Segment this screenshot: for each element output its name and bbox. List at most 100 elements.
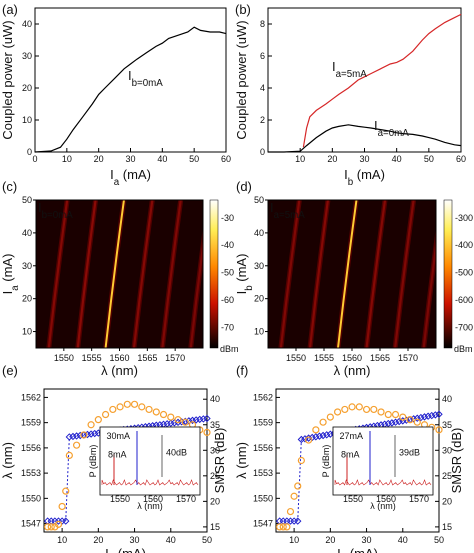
- panel-f-wavelength-jump: [297, 439, 302, 522]
- panel-f-smsr-point: [312, 426, 320, 434]
- panel-f-wavelength-point: [435, 410, 443, 418]
- panel-f-wavelength-point: [294, 517, 302, 525]
- panel-f-wavelength-point: [384, 419, 392, 428]
- panel-e-wavelength-point: [203, 414, 211, 423]
- panel-d-colorbar-tick: -600: [455, 295, 473, 305]
- panel-e-xtick-label: 20: [93, 535, 103, 545]
- panel-d-mode-line-5: [422, 237, 436, 348]
- panel-d-mode-line-4: [394, 200, 415, 348]
- panel-a-xtick-label: 50: [189, 154, 199, 164]
- panel-c-heatmap: 1550 1555 1560 1565 1570 10 20 30 40 50 Ib=0mA λ (n…: [0, 195, 239, 378]
- panel-b-xtick-label: 50: [424, 154, 434, 164]
- panel-f-smsr-point: [283, 523, 291, 531]
- panel-e-smsr-point: [58, 502, 66, 511]
- panel-f-wavelength-point: [275, 517, 284, 525]
- panel-b-series-line-1: [268, 124, 462, 153]
- panel-c-ytick-label: 10: [22, 327, 32, 337]
- panel-e-wavelength-point: [167, 419, 175, 428]
- panel-e-inset-xtick-label: 1550: [110, 494, 130, 504]
- panel-f-smsr-point: [348, 403, 356, 411]
- panel-a-ytick-label: 0: [27, 147, 32, 157]
- panel-b-xtick-label: 10: [295, 154, 305, 164]
- panel-a-ytick-label: 30: [22, 51, 32, 61]
- panel-b-series-line-0: [302, 13, 462, 148]
- panel-d-colorbar-tick: -500: [455, 268, 473, 278]
- panel-f-smsr-point: [326, 413, 334, 421]
- panel-f-wavelength-point: [279, 517, 287, 525]
- panel-e-smsr-point: [101, 410, 110, 419]
- panel-e-wavelength-point: [199, 415, 208, 423]
- panel-e-ytick-left-label: 1553: [21, 468, 41, 478]
- panel-e-y-right-axis-label: SMSR (dB): [212, 428, 227, 494]
- panel-f-smsr-point: [399, 413, 407, 421]
- panel-f-wavelength-point: [413, 414, 421, 422]
- panel-e-wavelength-point: [54, 517, 63, 525]
- panel-b-ytick-label: 6: [260, 51, 265, 61]
- panel-f-smsr-point: [377, 408, 385, 416]
- panel-e-ytick-right-label: 40: [210, 394, 220, 404]
- panel-b-plot-frame: [267, 7, 462, 153]
- panel-d-condition-label: Ia=5mA: [270, 200, 305, 221]
- panel-f-wavelength-point: [417, 413, 425, 422]
- panel-a-series-label-0: Ib=0mA: [128, 68, 163, 89]
- panel-d-ytick-label: 20: [254, 294, 264, 304]
- panel-f-smsr-point: [435, 426, 443, 434]
- panel-c-xtick-label: 1565: [137, 353, 157, 363]
- panel-b-ytick-label: 8: [260, 19, 265, 29]
- panel-c-x-axis-label: λ (nm): [101, 363, 138, 378]
- panel-f-ytick-left-label: 1547: [253, 519, 273, 529]
- panel-f-wavelength-point: [388, 419, 396, 427]
- panel-f-inset-label-smsr: 39dB: [399, 448, 420, 458]
- panel-c-colorbar-tick: -50: [221, 268, 234, 278]
- panel-f-wavelength-point: [399, 417, 407, 425]
- panel-e-wavelength-point: [65, 433, 74, 441]
- panel-a-ytick-label: 40: [22, 19, 32, 29]
- panel-e-smsr-point: [167, 413, 175, 421]
- panel-f-smsr-point: [341, 405, 349, 414]
- panel-f-ytick-left-label: 1550: [253, 493, 273, 503]
- panel-c-xtick-label: 1560: [109, 353, 129, 363]
- panel-c-colorbar-unit: dBm: [220, 344, 239, 354]
- panel-d-x-axis-label: λ (nm): [334, 363, 371, 378]
- panel-f-wavelength-point: [286, 517, 295, 525]
- panel-f-inset-spectrum-red: [334, 479, 432, 486]
- panel-label-c: (c): [2, 179, 17, 194]
- panel-e-smsr-point: [94, 416, 102, 424]
- panel-c-ytick-label: 50: [22, 195, 32, 205]
- panel-e-wavelength-jump: [65, 436, 70, 522]
- panel-a-xtick-label: 40: [157, 154, 167, 164]
- panel-e-smsr-point: [65, 451, 73, 459]
- panel-e-smsr-point: [130, 400, 139, 408]
- panel-e-wavelength-point: [163, 420, 171, 428]
- panel-e-smsr-point: [47, 523, 55, 531]
- panel-b-xtick-label: 30: [359, 154, 369, 164]
- panel-f-smsr-point: [370, 405, 378, 414]
- panel-e-ytick-left-label: 1547: [21, 519, 41, 529]
- panel-d-xtick-label: 1570: [398, 353, 418, 363]
- panel-c-mode-line-2: [104, 200, 125, 348]
- panel-e-smsr-point: [203, 428, 211, 437]
- panel-d-modes: [278, 200, 436, 348]
- panel-f-xtick-label: 50: [434, 535, 444, 545]
- panel-e-wavelength-point: [47, 517, 55, 525]
- panel-f-smsr-point: [333, 408, 342, 416]
- panel-e-smsr-point: [145, 405, 153, 414]
- panel-b-y-axis-label: Coupled power (uW): [234, 20, 249, 139]
- panel-f-ytick-right-label: 25: [442, 471, 452, 481]
- panel-a-x-axis-label: Ia (mA): [110, 167, 151, 188]
- panel-a-xtick-label: 10: [62, 154, 72, 164]
- panel-e-smsr-point: [152, 408, 160, 416]
- panel-e-inset-label-blue: 30mA: [106, 431, 130, 441]
- panel-f-inset-frame: [332, 426, 434, 496]
- panel-e-smsr-point: [62, 487, 70, 495]
- panel-f-inset-label-red: 8mA: [341, 450, 360, 460]
- panel-e-wavelength-point: [174, 418, 182, 427]
- panel-e-xtick-label: 40: [166, 535, 176, 545]
- panel-f-smsr-point: [355, 403, 363, 411]
- panel-f-smsr-point: [362, 405, 371, 414]
- panel-a-y-axis-label: Coupled power (uW): [0, 20, 15, 139]
- panel-b-xtick-label: 20: [327, 154, 337, 164]
- panel-e-inset-xtick-label: 1570: [176, 494, 196, 504]
- panel-f-chart: 10 20 30 40 50 1547 1550 1553 1556 1559 1562 15 20 25…: [234, 388, 464, 553]
